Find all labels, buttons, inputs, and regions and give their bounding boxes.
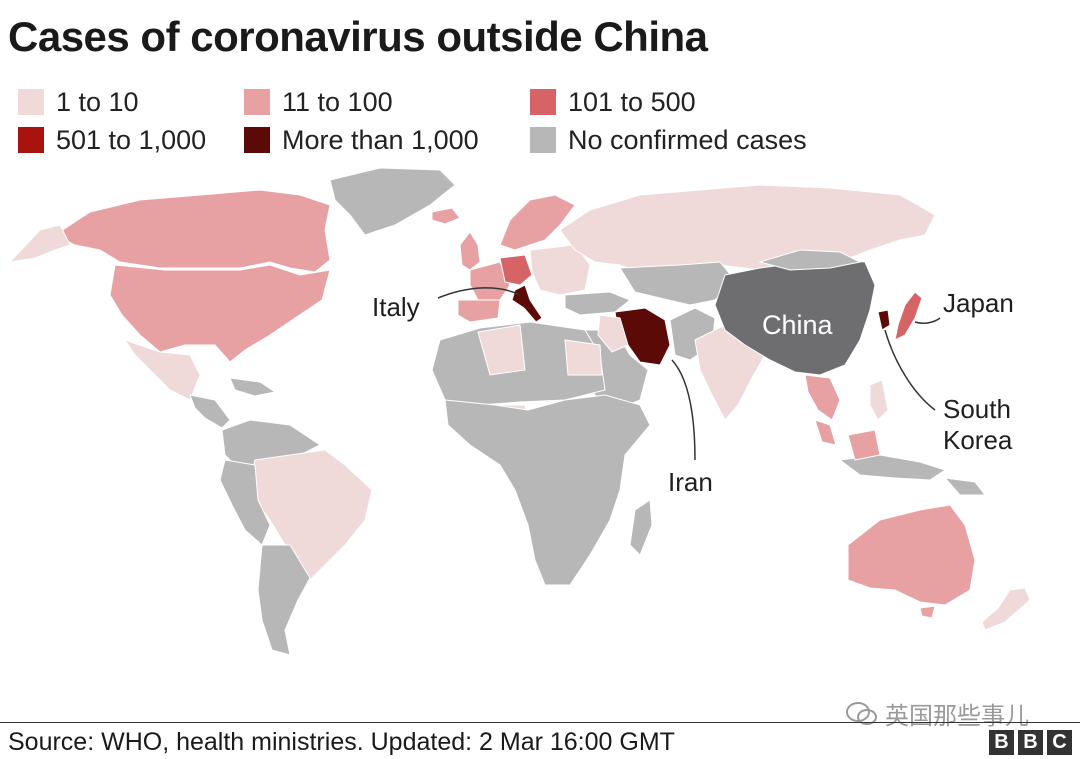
page-title: Cases of coronavirus outside China [8,13,708,60]
japan-leader-line [914,317,941,324]
spain [457,299,501,323]
alaska [8,224,71,263]
map-label-iran: Iran [668,467,713,497]
germany [499,254,533,286]
footer-divider [0,722,1080,723]
legend-swatch [530,89,556,115]
italy [511,284,543,323]
central-asia [619,261,736,306]
legend-label: No confirmed cases [568,124,807,155]
legend-swatch [18,89,44,115]
south-korea [877,309,891,331]
bbc-logo: B B C [989,730,1072,755]
malaysia [814,419,837,446]
central-africa [444,394,651,586]
map-label-italy: Italy [372,292,420,322]
central-america [189,394,231,429]
legend-item: 11 to 100 [244,87,393,117]
source-note: Source: WHO, health ministries. Updated:… [8,728,675,756]
madagascar [629,499,653,556]
legend-item: No confirmed cases [530,125,807,155]
legend-item: 1 to 10 [18,87,139,117]
legend-label: 11 to 100 [282,86,393,117]
greenland [329,167,456,236]
new-zealand [981,587,1031,631]
tasmania [919,605,936,619]
world-map [8,167,1031,656]
bbc-logo-letter: C [1047,730,1072,755]
mongolia [758,249,862,271]
bbc-logo-letter: B [989,730,1014,755]
australia [847,504,976,606]
wechat-icon [846,701,877,725]
philippines [869,379,889,421]
papua-new-guinea [943,477,987,496]
map-label-china: China [762,310,833,340]
legend-label: 101 to 500 [568,86,696,117]
legend-item: More than 1,000 [244,125,479,155]
map-label-south-korea: South Korea [943,394,1013,455]
canada [53,189,331,273]
map-label-japan: Japan [943,288,1014,318]
iran-leader-line [671,359,696,461]
uk [459,231,481,271]
watermark: 英国那些事儿 [845,696,1029,731]
legend-item: 501 to 1,000 [18,125,206,155]
legend-swatch [244,127,270,153]
legend-label: 1 to 10 [56,86,139,117]
scandinavia [499,194,576,251]
indonesia [838,454,947,481]
mexico [123,339,201,401]
legend-swatch [530,127,556,153]
legend-item: 101 to 500 [530,87,696,117]
bbc-logo-letter: B [1018,730,1043,755]
legend-label: 501 to 1,000 [56,124,207,155]
usa [109,264,331,363]
borneo [847,429,881,461]
iraq-gulf [597,314,629,353]
watermark-text: 英国那些事儿 [885,703,1029,730]
south-korea-leader-line [884,329,936,411]
southeast-asia [804,374,841,421]
algeria [477,324,526,376]
japan [894,291,923,341]
italy-leader-line [437,287,521,299]
russia [559,184,936,273]
legend-label: More than 1,000 [282,124,479,155]
iceland [431,207,461,225]
legend-swatch [244,89,270,115]
south-america-south [257,544,311,656]
egypt [564,339,603,376]
legend-swatch [18,127,44,153]
caribbean [229,377,277,397]
